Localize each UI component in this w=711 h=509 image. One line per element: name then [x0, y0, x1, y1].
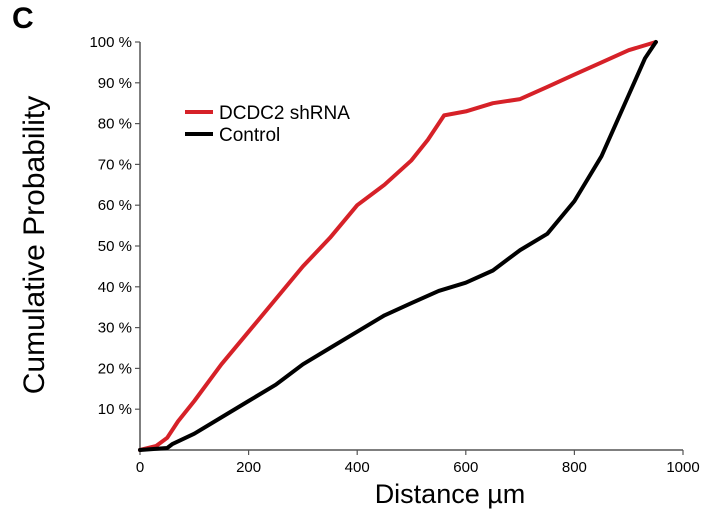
y-tick-label: 20 %	[98, 360, 132, 377]
x-axis-label: Distance µm	[375, 479, 526, 509]
panel-letter: C	[12, 2, 34, 35]
y-tick-label: 90 %	[98, 75, 132, 92]
y-tick-label: 60 %	[98, 197, 132, 214]
x-tick-label: 1000	[666, 459, 699, 476]
series-lines	[138, 40, 658, 452]
x-tick-label: 400	[345, 459, 370, 476]
x-tick-label: 800	[562, 459, 587, 476]
y-tick-label: 70 %	[98, 156, 132, 173]
y-tick-label: 50 %	[98, 238, 132, 255]
x-tick-label: 0	[136, 459, 144, 476]
legend-label: DCDC2 shRNA	[219, 103, 350, 124]
legend-label: Control	[219, 125, 280, 146]
x-tick-label: 200	[236, 459, 261, 476]
y-tick-label: 100 %	[89, 34, 132, 51]
series-line-control	[138, 40, 658, 452]
axes: 10 % 20 % 30 % 40 % 50 % 60 % 70 % 80 % 90 % 100 …	[89, 34, 699, 476]
y-tick-label: 30 %	[98, 320, 132, 337]
x-tick-label: 600	[453, 459, 478, 476]
y-axis-label: Cumulative Probability	[18, 96, 51, 394]
series-line-dcdc2-shrna	[138, 40, 658, 452]
y-tick-label: 40 %	[98, 279, 132, 296]
y-tick-label: 80 %	[98, 116, 132, 133]
y-tick-label: 10 %	[98, 401, 132, 418]
